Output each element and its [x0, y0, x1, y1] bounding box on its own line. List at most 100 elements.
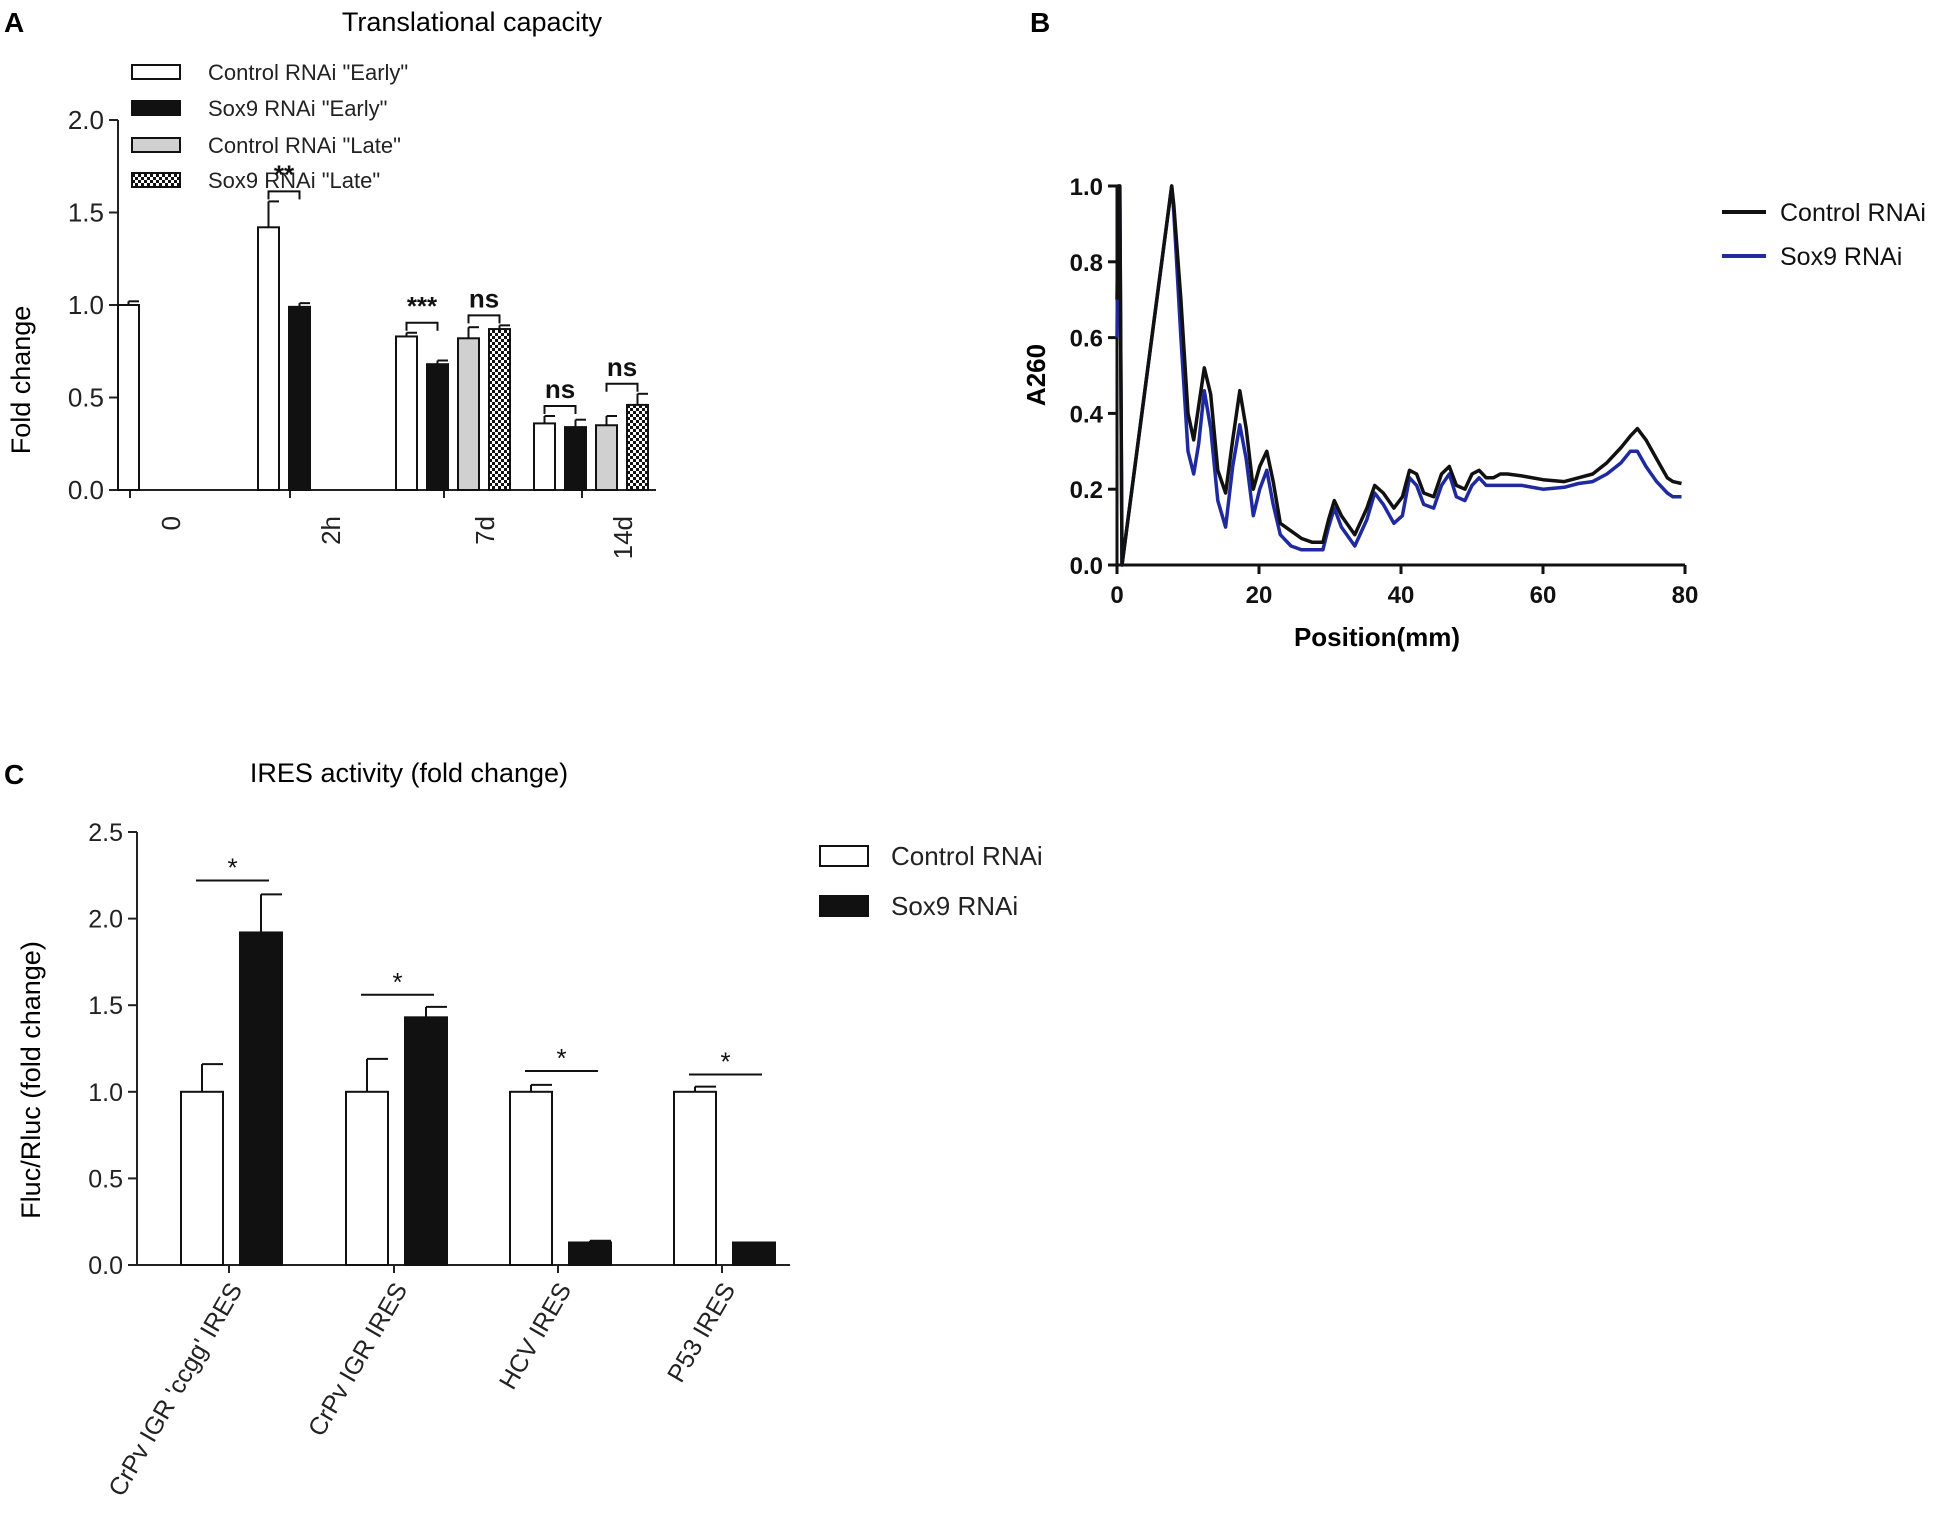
- chart-a-bar: [288, 305, 311, 491]
- chart-a-xtick-label: 14d: [608, 516, 638, 559]
- chart-b-ytick-label: 1.0: [1070, 174, 1103, 201]
- chart-c-ytick-label: 2.0: [88, 906, 123, 934]
- chart-b-legend-label: Control RNAi: [1780, 199, 1926, 227]
- chart-a-xtick-label: 7d: [470, 516, 500, 545]
- chart-c-sig-label: *: [227, 852, 237, 882]
- chart-c-sig-label: *: [556, 1043, 566, 1073]
- chart-b-xlabel: Position(mm): [1294, 622, 1460, 652]
- chart-a-ylabel: Fold change: [6, 306, 36, 455]
- chart-b-xtick-label: 20: [1246, 582, 1273, 609]
- chart-b: Position(mm) A260 0.0 0.2 0.4 0.6 0.8 1.0 0 20 4…: [1021, 174, 1926, 652]
- chart-c-title: IRES activity (fold change): [250, 758, 568, 788]
- chart-a-title: Translational capacity: [342, 7, 603, 37]
- chart-a-legend-swatch: [131, 137, 181, 153]
- chart-c-bar: [509, 1090, 553, 1267]
- chart-a-sig-bracket: [405, 321, 439, 331]
- chart-a-legend-swatch: [131, 100, 181, 116]
- chart-b-xtick-label: 60: [1530, 582, 1557, 609]
- chart-b-marks: [1115, 184, 1682, 567]
- chart-a-bar: [564, 426, 587, 492]
- chart-a-sig-label: ns: [607, 352, 637, 382]
- chart-c-legend-swatch: [819, 845, 869, 867]
- chart-a-sig-bracket: [605, 382, 639, 392]
- chart-b-line-sox9: [1115, 184, 1682, 567]
- chart-c-ytick-label: 1.5: [88, 992, 123, 1020]
- chart-b-ytick-label: 0.8: [1070, 250, 1103, 277]
- chart-b-legend-label: Sox9 RNAi: [1780, 243, 1902, 271]
- chart-c-sig-label: *: [392, 967, 402, 997]
- chart-a-legend-swatch: [131, 64, 181, 80]
- chart-a-sig-bracket: [467, 314, 501, 324]
- chart-a-sig-label: ***: [407, 291, 438, 321]
- chart-c-xtick-label: CrPv IGR 'ccgg' IRES: [103, 1278, 248, 1501]
- chart-a-bar: [457, 337, 480, 491]
- chart-a-bar: [117, 304, 140, 491]
- chart-c-bar: [239, 931, 283, 1266]
- chart-a-xtick-label: 2h: [316, 516, 346, 545]
- chart-a-axes: 0.0 0.5 1.0 1.5 2.0 0 2h 7d 14d: [68, 105, 656, 559]
- chart-a-legend-label: Control RNAi "Early": [208, 60, 408, 85]
- panel-label-c: C: [4, 759, 24, 790]
- panel-label-b: B: [1030, 7, 1050, 38]
- chart-a-xtick-label: 0: [156, 516, 186, 530]
- chart-c-ytick-label: 0.5: [88, 1165, 123, 1193]
- chart-c: IRES activity (fold change) Fluc/Rluc (f…: [16, 758, 1043, 1501]
- chart-b-xtick-label: 40: [1388, 582, 1415, 609]
- chart-a-ytick-label: 1.0: [68, 290, 104, 320]
- chart-c-bar: [673, 1090, 717, 1267]
- chart-c-xtick-label: P53 IRES: [662, 1278, 741, 1387]
- chart-a-bar: [626, 403, 649, 491]
- chart-a-sig-label: ns: [469, 283, 499, 313]
- chart-c-legend: Control RNAi Sox9 RNAi: [819, 841, 1043, 921]
- chart-c-ytick-label: 2.5: [88, 819, 123, 847]
- chart-a-sig-label: ns: [545, 374, 575, 404]
- chart-a-legend-label: Sox9 RNAi "Late": [208, 168, 380, 193]
- chart-c-bar: [568, 1241, 612, 1267]
- chart-b-legend: Control RNAi Sox9 RNAi: [1722, 199, 1926, 271]
- chart-b-ytick-label: 0.2: [1070, 477, 1103, 504]
- chart-a-legend-label: Sox9 RNAi "Early": [208, 96, 387, 121]
- chart-c-bar: [404, 1016, 448, 1266]
- chart-b-ytick-label: 0.4: [1070, 401, 1104, 428]
- chart-b-ylabel: A260: [1021, 344, 1051, 406]
- chart-a-ytick-label: 0.5: [68, 383, 104, 413]
- chart-b-xtick-label: 0: [1110, 582, 1123, 609]
- chart-a-ytick-label: 0.0: [68, 475, 104, 505]
- chart-c-sig-label: *: [720, 1046, 730, 1076]
- chart-a-legend-label: Control RNAi "Late": [208, 133, 401, 158]
- chart-c-bar: [345, 1090, 389, 1267]
- chart-a-bar: [426, 363, 449, 492]
- chart-c-bar: [180, 1090, 224, 1267]
- chart-c-ytick-label: 1.0: [88, 1079, 123, 1107]
- chart-c-marks: * * * *: [180, 852, 776, 1267]
- chart-a-ytick-label: 1.5: [68, 198, 104, 228]
- chart-c-bar: [732, 1241, 776, 1267]
- chart-c-xtick-label: CrPv IGR IRES: [303, 1278, 413, 1441]
- chart-b-xtick-label: 80: [1672, 582, 1699, 609]
- chart-c-ylabel: Fluc/Rluc (fold change): [16, 941, 46, 1219]
- chart-b-ytick-label: 0.6: [1070, 326, 1103, 353]
- chart-c-legend-label: Control RNAi: [891, 841, 1043, 871]
- chart-c-ytick-label: 0.0: [88, 1252, 123, 1280]
- chart-a-sig-bracket: [543, 405, 577, 414]
- chart-a-legend-swatch: [131, 172, 181, 188]
- chart-b-line-control: [1115, 184, 1682, 567]
- chart-b-axes: 0.0 0.2 0.4 0.6 0.8 1.0 0 20 40 60 80: [1070, 174, 1699, 609]
- chart-a-legend: Control RNAi "Early" Sox9 RNAi "Early" Con…: [131, 60, 408, 193]
- chart-a-bar: [257, 226, 280, 492]
- chart-a-bar: [488, 328, 511, 491]
- chart-a-ytick-label: 2.0: [68, 105, 104, 135]
- chart-a-bar: [595, 424, 618, 491]
- chart-a: Translational capacity Fold change 0.00.…: [6, 7, 656, 559]
- chart-b-ytick-label: 0.0: [1070, 553, 1103, 580]
- chart-a-bar: [395, 335, 418, 492]
- chart-c-legend-swatch: [819, 895, 869, 917]
- panel-label-a: A: [4, 7, 24, 38]
- chart-a-sig-label: **: [274, 159, 295, 189]
- chart-a-sig-bracket: [267, 190, 301, 200]
- chart-a-bar: [533, 422, 556, 491]
- chart-c-legend-label: Sox9 RNAi: [891, 891, 1018, 921]
- chart-c-xtick-label: HCV IRES: [494, 1278, 577, 1394]
